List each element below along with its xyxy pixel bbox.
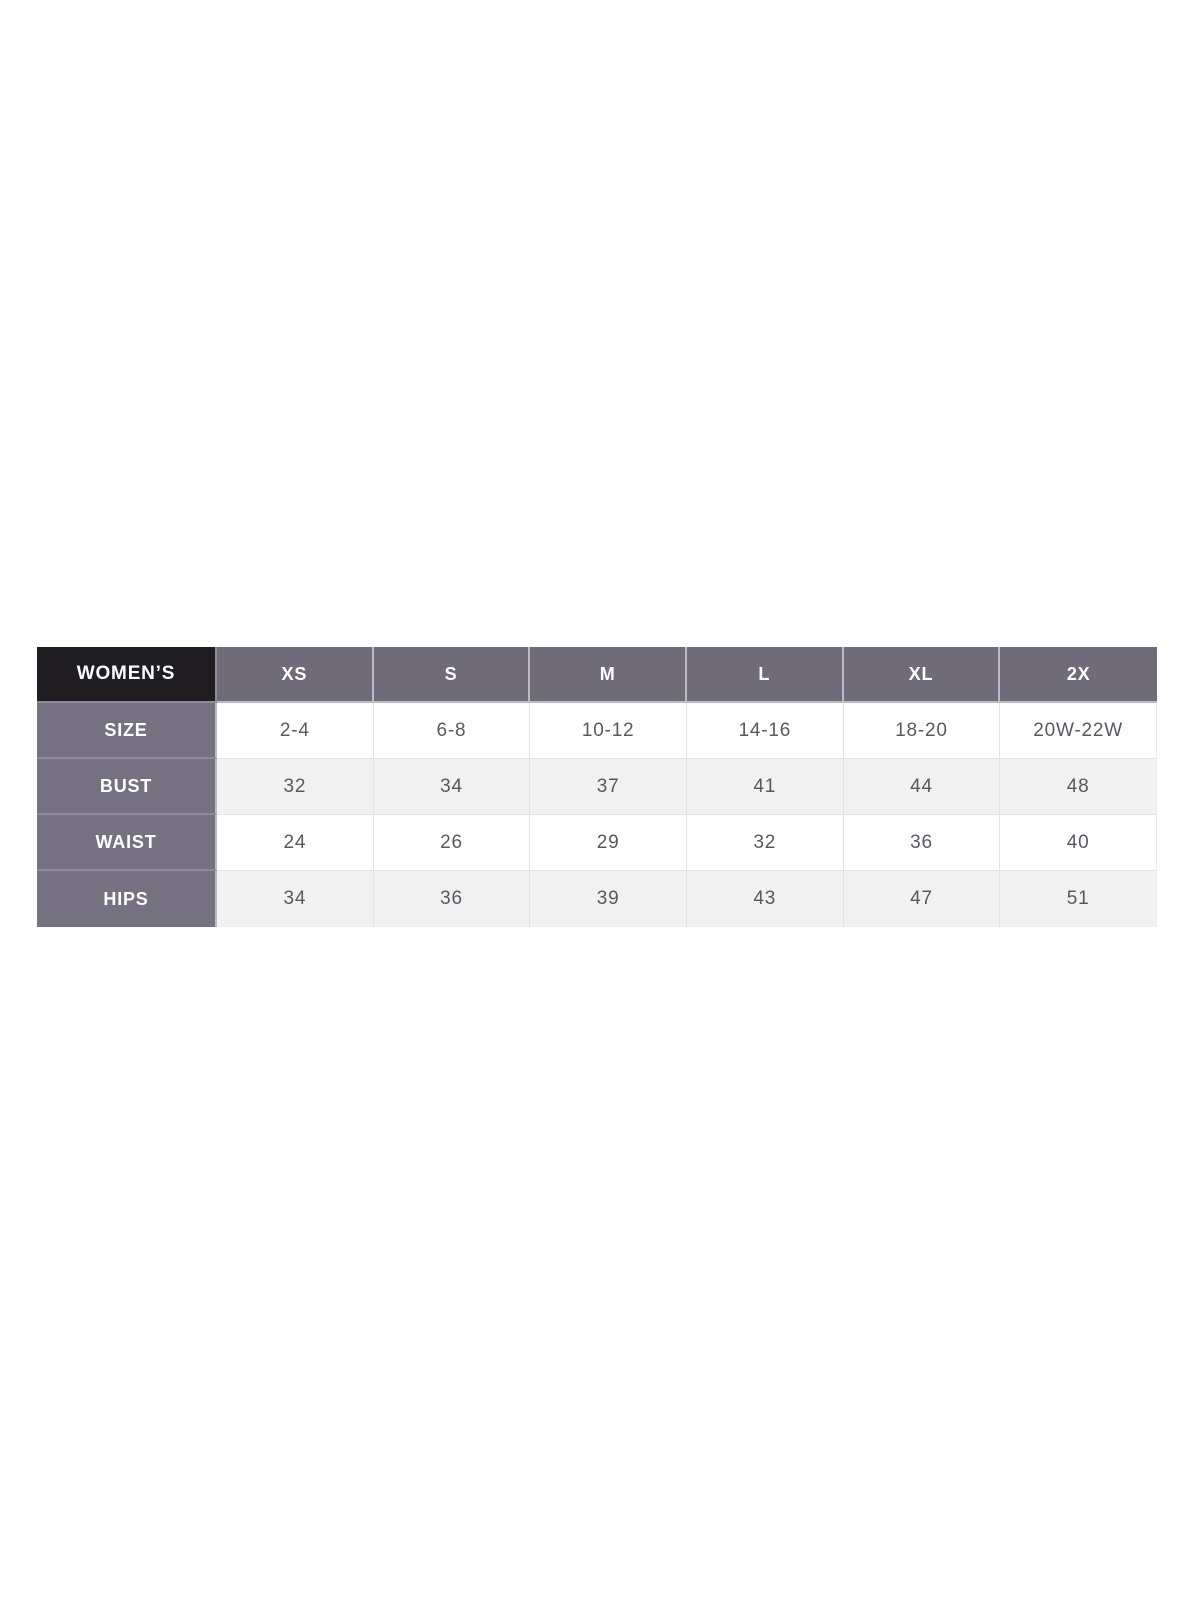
row-header-waist: WAIST bbox=[37, 815, 217, 871]
table-row-size: SIZE 2-4 6-8 10-12 14-16 18-20 20W-22W bbox=[37, 703, 1157, 759]
cell-size-s: 6-8 bbox=[373, 703, 531, 759]
column-header-xl: XL bbox=[843, 647, 1001, 703]
cell-size-xs: 2-4 bbox=[217, 703, 374, 759]
cell-bust-xs: 32 bbox=[217, 759, 374, 815]
cell-hips-xl: 47 bbox=[843, 871, 1001, 927]
cell-size-xl: 18-20 bbox=[843, 703, 1001, 759]
table-row-hips: HIPS 34 36 39 43 47 51 bbox=[37, 871, 1157, 927]
cell-waist-xs: 24 bbox=[217, 815, 374, 871]
womens-size-chart: WOMEN’S XS S M L XL 2X SIZE 2-4 6-8 10-1… bbox=[37, 647, 1157, 927]
row-header-hips: HIPS bbox=[37, 871, 217, 927]
cell-hips-xs: 34 bbox=[217, 871, 374, 927]
row-header-bust: BUST bbox=[37, 759, 217, 815]
cell-bust-m: 37 bbox=[530, 759, 687, 815]
cell-size-m: 10-12 bbox=[530, 703, 687, 759]
column-header-m: M bbox=[530, 647, 687, 703]
column-header-2x: 2X bbox=[1000, 647, 1157, 703]
size-chart-table: WOMEN’S XS S M L XL 2X SIZE 2-4 6-8 10-1… bbox=[37, 647, 1157, 927]
cell-hips-2x: 51 bbox=[1000, 871, 1157, 927]
cell-waist-m: 29 bbox=[530, 815, 687, 871]
table-row-waist: WAIST 24 26 29 32 36 40 bbox=[37, 815, 1157, 871]
cell-hips-s: 36 bbox=[373, 871, 531, 927]
cell-hips-m: 39 bbox=[530, 871, 687, 927]
cell-waist-s: 26 bbox=[373, 815, 531, 871]
table-row-bust: BUST 32 34 37 41 44 48 bbox=[37, 759, 1157, 815]
chart-title-corner-cell: WOMEN’S bbox=[37, 647, 217, 703]
row-header-size: SIZE bbox=[37, 703, 217, 759]
cell-size-l: 14-16 bbox=[686, 703, 844, 759]
cell-size-2x: 20W-22W bbox=[1000, 703, 1157, 759]
column-header-s: S bbox=[373, 647, 531, 703]
cell-waist-l: 32 bbox=[686, 815, 844, 871]
cell-bust-l: 41 bbox=[686, 759, 844, 815]
cell-hips-l: 43 bbox=[686, 871, 844, 927]
cell-waist-xl: 36 bbox=[843, 815, 1001, 871]
cell-bust-xl: 44 bbox=[843, 759, 1001, 815]
cell-bust-2x: 48 bbox=[1000, 759, 1157, 815]
header-row: WOMEN’S XS S M L XL 2X bbox=[37, 647, 1157, 703]
column-header-xs: XS bbox=[217, 647, 374, 703]
cell-bust-s: 34 bbox=[373, 759, 531, 815]
cell-waist-2x: 40 bbox=[1000, 815, 1157, 871]
column-header-l: L bbox=[686, 647, 844, 703]
